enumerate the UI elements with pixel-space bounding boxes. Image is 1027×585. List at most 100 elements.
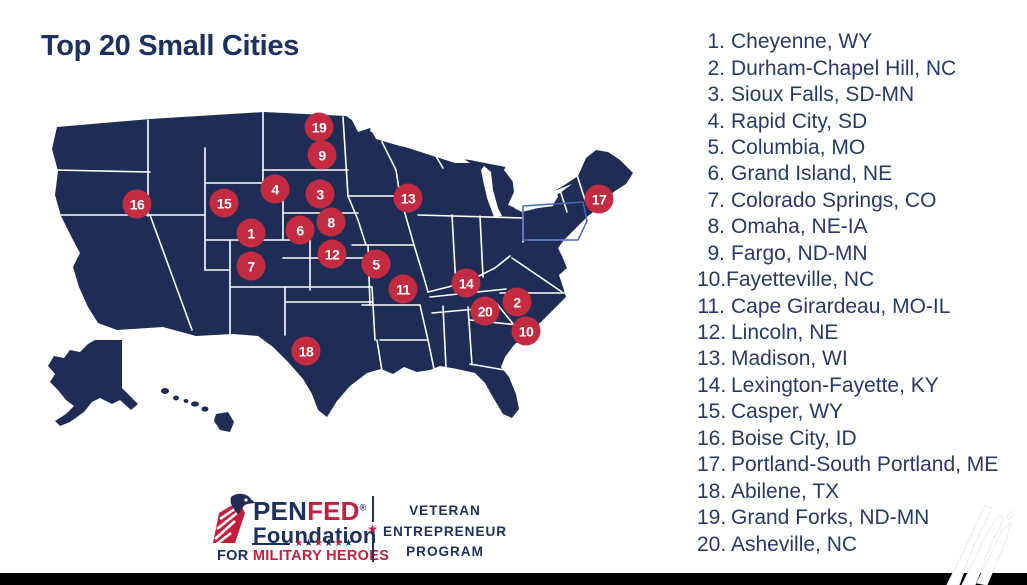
great-lakes	[370, 125, 572, 217]
rank-number: 12.	[697, 321, 727, 345]
city-name: Cape Girardeau, MO-IL	[731, 294, 951, 318]
penfed-wordmark: PENFED®	[253, 496, 367, 527]
city-name: Lincoln, NE	[731, 321, 839, 345]
city-name: Durham-Chapel Hill, NC	[731, 56, 957, 80]
list-item: 14. Lexington-Fayette, KY	[697, 373, 998, 399]
map-marker-11: 11	[388, 274, 418, 304]
list-item: 8. Omaha, NE-IA	[697, 214, 998, 240]
city-name: Rapid City, SD	[731, 109, 868, 133]
list-item: 4. Rapid City, SD	[697, 108, 998, 134]
map-marker-16: 16	[122, 189, 152, 219]
map-marker-8: 8	[316, 207, 346, 237]
contiguous-us	[52, 112, 633, 418]
list-item: 19. Grand Forks, ND-MN	[697, 505, 998, 531]
rank-number: 18.	[697, 479, 727, 503]
map-marker-6: 6	[285, 215, 315, 245]
map-marker-18: 18	[291, 336, 321, 366]
divider-top-segment	[371, 496, 374, 522]
map-marker-20: 20	[470, 296, 500, 326]
list-item: 6. Grand Island, NE	[697, 161, 998, 187]
map-marker-15: 15	[209, 188, 239, 218]
rank-number: 20.	[697, 532, 727, 556]
stars-rule	[252, 543, 291, 545]
rank-number: 4.	[707, 109, 725, 133]
program-line: VETERAN	[409, 502, 481, 518]
list-item: 2. Durham-Chapel Hill, NC	[697, 55, 998, 81]
list-item: 18. Abilene, TX	[697, 478, 998, 504]
map-marker-2: 2	[502, 287, 532, 317]
star-icon: ★	[334, 538, 344, 549]
city-ranking-list: 1. Cheyenne, WY 2. Durham-Chapel Hill, NC 3.…	[697, 29, 998, 558]
divider-star-icon: ★	[367, 522, 378, 536]
city-name: Grand Forks, ND-MN	[731, 506, 930, 530]
map-marker-12: 12	[317, 239, 347, 269]
page-title: Top 20 Small Cities	[41, 30, 300, 62]
rank-number: 15.	[697, 400, 727, 424]
program-line: ENTREPRENEUR	[382, 522, 508, 539]
rank-number: 14.	[697, 373, 727, 397]
map-marker-4: 4	[260, 174, 290, 204]
hawaii	[161, 388, 234, 432]
alaska	[48, 340, 138, 426]
city-name: Lexington-Fayette, KY	[731, 373, 939, 397]
rank-number: 17.	[697, 453, 727, 477]
city-name: Casper, WY	[731, 400, 844, 424]
rank-number: 7.	[707, 188, 725, 212]
city-name: Boise City, ID	[731, 426, 857, 450]
city-name: Fargo, ND-MN	[731, 241, 868, 265]
pennsylvania-outline	[522, 201, 588, 241]
bottom-bar	[0, 573, 1027, 585]
rank-number: 13.	[697, 347, 727, 371]
rank-number: 8.	[707, 215, 725, 239]
star-icon: ★	[304, 538, 314, 549]
rank-number: 16.	[697, 426, 727, 450]
list-item: 12. Lincoln, NE	[697, 320, 998, 346]
rank-number: 11.	[697, 294, 725, 318]
us-map	[48, 112, 633, 432]
penfed-pen: PEN	[253, 496, 308, 526]
map-marker-14: 14	[451, 268, 481, 298]
map-marker-1: 1	[236, 218, 266, 248]
rank-number: 2.	[707, 56, 725, 80]
city-name: Colorado Springs, CO	[731, 188, 937, 212]
map-marker-3: 3	[305, 179, 335, 209]
city-name: Asheville, NC	[731, 532, 858, 556]
star-icon: ★	[344, 538, 353, 549]
rank-number: 19.	[697, 506, 727, 530]
list-item: 15. Casper, WY	[697, 399, 998, 425]
city-name: Abilene, TX	[731, 479, 840, 503]
logo-divider: ★	[367, 496, 378, 562]
map-marker-10: 10	[511, 316, 541, 346]
for-word: FOR	[217, 548, 253, 564]
map-marker-7: 7	[236, 251, 266, 281]
for-military-heroes-label: FOR MILITARY HEROES	[217, 548, 389, 564]
military-heroes-word: MILITARY HEROES	[252, 548, 390, 564]
city-name: Madison, WI	[731, 347, 848, 371]
list-item: 5. Columbia, MO	[697, 135, 998, 161]
rank-number: 5.	[707, 135, 725, 159]
list-item: 20. Asheville, NC	[697, 531, 998, 557]
program-line: PROGRAM	[406, 543, 484, 559]
list-item: 7. Colorado Springs, CO	[697, 188, 998, 214]
list-item: 11. Cape Girardeau, MO-IL	[697, 293, 998, 319]
list-item: 16. Boise City, ID	[697, 426, 998, 452]
map-marker-9: 9	[307, 140, 337, 170]
rank-number: 6.	[707, 162, 725, 186]
list-item: 10. Fayetteville, NC	[697, 267, 998, 293]
rank-number: 10.	[697, 268, 727, 292]
rank-number: 9.	[707, 241, 725, 265]
city-name: Fayetteville, NC	[726, 268, 875, 292]
map-marker-19: 19	[304, 112, 334, 142]
divider-bottom-segment	[371, 536, 374, 562]
stars-row: ★ ★ ★ ★ ★ ★	[252, 539, 353, 549]
city-name: Cheyenne, WY	[731, 30, 873, 54]
list-item: 1. Cheyenne, WY	[697, 29, 998, 55]
rank-number: 3.	[707, 83, 725, 107]
star-icon: ★	[324, 538, 334, 549]
city-name: Columbia, MO	[731, 135, 866, 159]
penfed-fed: FED	[307, 496, 360, 526]
city-name: Sioux Falls, SD-MN	[731, 83, 915, 107]
list-item: 3. Sioux Falls, SD-MN	[697, 82, 998, 108]
map-marker-13: 13	[393, 183, 423, 213]
map-marker-5: 5	[361, 249, 391, 279]
